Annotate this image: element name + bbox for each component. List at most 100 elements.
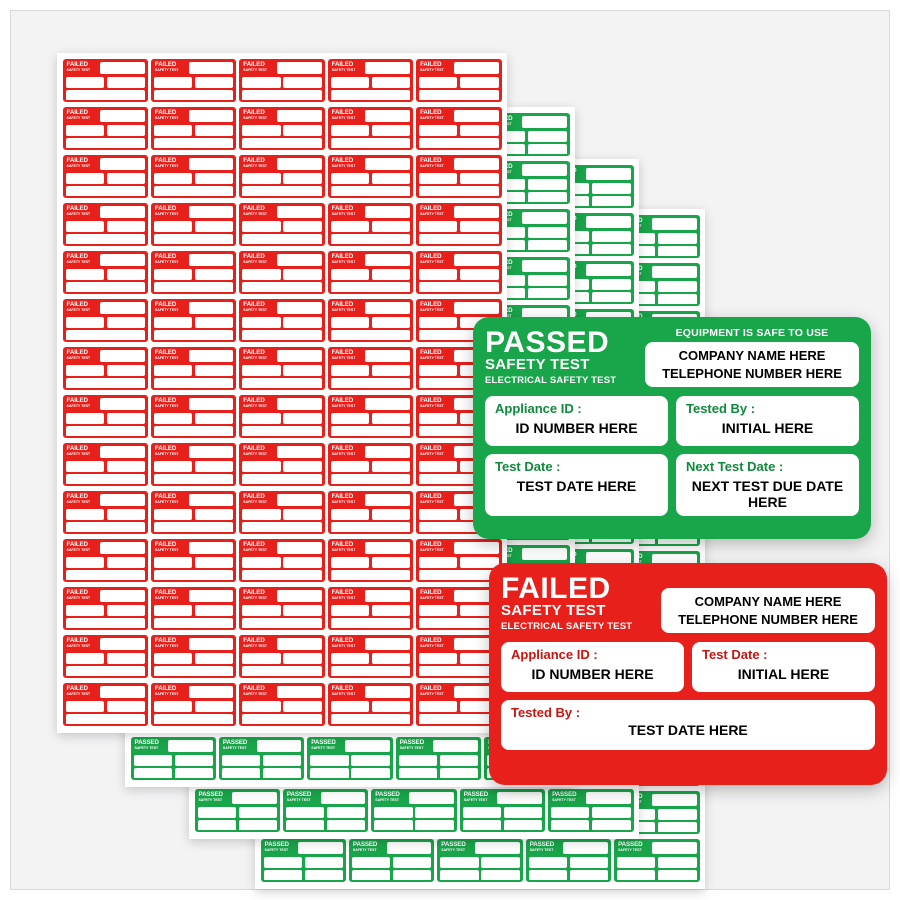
mini-label: PASSEDSAFETY TEST: [195, 789, 280, 832]
mini-sub: SAFETY TEST: [155, 356, 179, 360]
mini-label: FAILEDSAFETY TEST: [63, 347, 148, 390]
field-value: TEST DATE HERE: [495, 478, 658, 494]
mini-sub: SAFETY TEST: [332, 452, 356, 456]
mini-sub: SAFETY TEST: [67, 596, 91, 600]
mini-sub: SAFETY TEST: [243, 164, 267, 168]
mini-label: FAILEDSAFETY TEST: [416, 203, 501, 246]
mini-sub: SAFETY TEST: [420, 260, 444, 264]
passed-field-next-test-date: Next Test Date : NEXT TEST DUE DATE HERE: [676, 454, 859, 516]
mini-sub: SAFETY TEST: [375, 798, 399, 802]
mini-sub: SAFETY TEST: [332, 404, 356, 408]
mini-label: FAILEDSAFETY TEST: [63, 251, 148, 294]
mini-sub: SAFETY TEST: [420, 68, 444, 72]
mini-sub: SAFETY TEST: [420, 116, 444, 120]
passed-title: PASSED: [485, 329, 635, 357]
failed-field-test-date: Test Date : INITIAL HERE: [692, 642, 875, 692]
mini-sub: SAFETY TEST: [400, 746, 424, 750]
failed-field-tested-by: Tested By : TEST DATE HERE: [501, 700, 875, 750]
mini-label: FAILEDSAFETY TEST: [239, 587, 324, 630]
mini-label: FAILEDSAFETY TEST: [151, 107, 236, 150]
mini-sub: SAFETY TEST: [67, 68, 91, 72]
mini-sub: SAFETY TEST: [243, 500, 267, 504]
mini-label: PASSEDSAFETY TEST: [548, 789, 633, 832]
mini-label: FAILEDSAFETY TEST: [239, 203, 324, 246]
mini-label: FAILEDSAFETY TEST: [63, 59, 148, 102]
mini-sub: SAFETY TEST: [332, 116, 356, 120]
mini-label: FAILEDSAFETY TEST: [328, 587, 413, 630]
mini-sub: SAFETY TEST: [155, 452, 179, 456]
mini-sub: SAFETY TEST: [67, 452, 91, 456]
telephone-placeholder: TELEPHONE NUMBER HERE: [678, 612, 858, 627]
mini-sub: SAFETY TEST: [243, 308, 267, 312]
mini-sub: SAFETY TEST: [155, 164, 179, 168]
mini-sub: SAFETY TEST: [420, 212, 444, 216]
mini-label: FAILEDSAFETY TEST: [63, 155, 148, 198]
mini-sub: SAFETY TEST: [243, 116, 267, 120]
mini-label: FAILEDSAFETY TEST: [328, 299, 413, 342]
field-value: ID NUMBER HERE: [495, 420, 658, 436]
mini-label: FAILEDSAFETY TEST: [151, 395, 236, 438]
failed-subsub: ELECTRICAL SAFETY TEST: [501, 621, 651, 633]
passed-field-test-date: Test Date : TEST DATE HERE: [485, 454, 668, 516]
mini-label: FAILEDSAFETY TEST: [63, 443, 148, 486]
mini-label: FAILEDSAFETY TEST: [239, 155, 324, 198]
mini-label: FAILEDSAFETY TEST: [328, 491, 413, 534]
mini-sub: SAFETY TEST: [332, 212, 356, 216]
mini-sub: SAFETY TEST: [67, 308, 91, 312]
mini-label: FAILEDSAFETY TEST: [328, 539, 413, 582]
mini-label: FAILEDSAFETY TEST: [151, 299, 236, 342]
mini-label: FAILEDSAFETY TEST: [328, 683, 413, 726]
mini-label: PASSEDSAFETY TEST: [526, 839, 611, 882]
mini-label: PASSEDSAFETY TEST: [307, 737, 392, 780]
mini-sub: SAFETY TEST: [441, 848, 465, 852]
failed-company-box: COMPANY NAME HERE TELEPHONE NUMBER HERE: [661, 588, 875, 633]
mini-label: PASSEDSAFETY TEST: [460, 789, 545, 832]
mini-label: FAILEDSAFETY TEST: [328, 203, 413, 246]
mini-label: FAILEDSAFETY TEST: [239, 491, 324, 534]
mini-sub: SAFETY TEST: [311, 746, 335, 750]
mini-sub: SAFETY TEST: [420, 644, 444, 648]
mini-label: FAILEDSAFETY TEST: [151, 443, 236, 486]
mini-label: FAILEDSAFETY TEST: [63, 683, 148, 726]
mini-sub: SAFETY TEST: [420, 308, 444, 312]
company-name-placeholder: COMPANY NAME HERE: [695, 594, 842, 609]
mini-sub: SAFETY TEST: [155, 692, 179, 696]
mini-label: FAILEDSAFETY TEST: [328, 347, 413, 390]
mini-sub: SAFETY TEST: [155, 644, 179, 648]
mini-sub: SAFETY TEST: [287, 798, 311, 802]
mini-sub: SAFETY TEST: [243, 596, 267, 600]
label-sheet: FAILEDSAFETY TESTFAILEDSAFETY TESTFAILED…: [57, 53, 507, 733]
mini-label: FAILEDSAFETY TEST: [151, 59, 236, 102]
field-label: Appliance ID :: [511, 647, 674, 663]
mini-sub: SAFETY TEST: [618, 848, 642, 852]
mini-sub: SAFETY TEST: [243, 212, 267, 216]
mini-label: FAILEDSAFETY TEST: [239, 635, 324, 678]
mini-label: FAILEDSAFETY TEST: [151, 587, 236, 630]
field-label: Tested By :: [686, 401, 849, 417]
mini-sub: SAFETY TEST: [420, 548, 444, 552]
mini-sub: SAFETY TEST: [155, 260, 179, 264]
mini-label: PASSEDSAFETY TEST: [614, 839, 699, 882]
mini-label: PASSEDSAFETY TEST: [349, 839, 434, 882]
mini-sub: SAFETY TEST: [332, 68, 356, 72]
field-value: INITIAL HERE: [702, 666, 865, 682]
mini-label: FAILEDSAFETY TEST: [328, 395, 413, 438]
mini-label: FAILEDSAFETY TEST: [328, 155, 413, 198]
field-label: Appliance ID :: [495, 401, 658, 417]
mini-sub: SAFETY TEST: [243, 452, 267, 456]
mini-label: PASSEDSAFETY TEST: [437, 839, 522, 882]
mini-sub: SAFETY TEST: [155, 308, 179, 312]
mini-label: FAILEDSAFETY TEST: [63, 491, 148, 534]
passed-subsub: ELECTRICAL SAFETY TEST: [485, 375, 635, 387]
mini-sub: SAFETY TEST: [243, 404, 267, 408]
mini-sub: SAFETY TEST: [332, 500, 356, 504]
mini-sub: SAFETY TEST: [243, 68, 267, 72]
mini-sub: SAFETY TEST: [67, 548, 91, 552]
mini-sub: SAFETY TEST: [332, 356, 356, 360]
mini-label: FAILEDSAFETY TEST: [63, 635, 148, 678]
mini-label: FAILEDSAFETY TEST: [239, 59, 324, 102]
mini-sub: SAFETY TEST: [67, 164, 91, 168]
mini-sub: SAFETY TEST: [67, 212, 91, 216]
mini-label: PASSEDSAFETY TEST: [283, 789, 368, 832]
mini-sub: SAFETY TEST: [420, 404, 444, 408]
